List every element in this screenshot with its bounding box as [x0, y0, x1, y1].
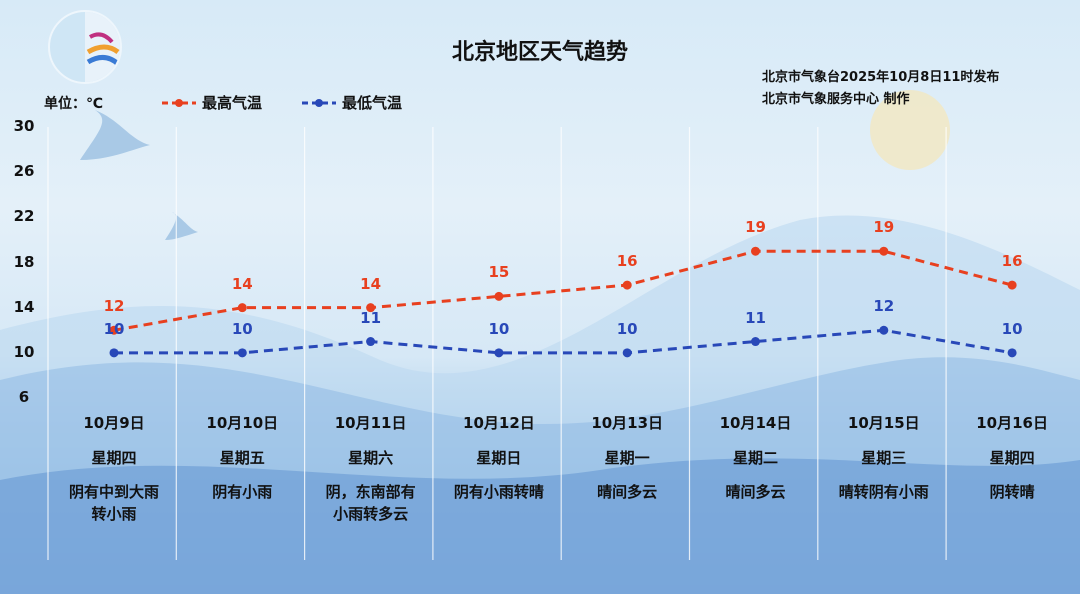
weather-line: 阴有小雨转晴 — [453, 483, 544, 501]
y-tick-label: 26 — [13, 162, 35, 181]
y-tick-label: 22 — [13, 207, 35, 226]
date-label: 10月11日 — [334, 414, 407, 432]
producer-info: 北京市气象服务中心 制作 — [762, 92, 910, 107]
low-temp-point — [879, 325, 889, 335]
high-temp-point — [109, 325, 119, 335]
high-temp-line — [113, 249, 1013, 332]
low-temp-label: 10 — [1001, 319, 1023, 338]
low-temp-point — [494, 348, 504, 358]
low-temp-point — [1007, 348, 1017, 358]
legend-high: 最高气温 — [160, 92, 262, 113]
weekday-label: 星期日 — [476, 449, 522, 467]
low-temp-point — [237, 348, 247, 358]
chart-title: 北京地区天气趋势 — [451, 40, 628, 65]
high-temp-point — [622, 280, 632, 290]
weather-line: 晴间多云 — [725, 483, 786, 501]
weekday-label: 星期四 — [91, 449, 137, 467]
weather-description: 晴间多云 — [563, 481, 691, 503]
low-temp-label: 12 — [873, 297, 895, 316]
high-temp-point — [237, 303, 247, 313]
weather-description: 阴，东南部有 小雨转多云 — [307, 481, 435, 525]
y-tick-label: 6 — [18, 388, 30, 406]
weekday-label: 星期二 — [732, 449, 778, 467]
weather-description: 阴有小雨转晴 — [435, 481, 563, 503]
low-temp-label: 10 — [616, 319, 638, 338]
weather-line: 晴间多云 — [597, 483, 658, 501]
weather-line: 小雨转多云 — [333, 505, 409, 523]
high-temp-label: 16 — [616, 252, 638, 271]
y-tick-label: 14 — [13, 297, 35, 316]
high-temp-point — [879, 246, 889, 256]
high-temp-label: 15 — [488, 263, 510, 282]
weekday-label: 星期三 — [861, 449, 907, 467]
weekday-label: 星期六 — [348, 449, 394, 467]
weather-description: 阴有中到大雨 转小雨 — [50, 481, 178, 525]
high-temp-label: 16 — [1001, 252, 1023, 271]
weekday-label: 星期五 — [219, 449, 265, 467]
high-temp-label: 12 — [103, 297, 125, 316]
high-temp-label: 19 — [745, 218, 766, 237]
low-temp-label: 10 — [488, 319, 510, 338]
weather-line: 阴转晴 — [989, 483, 1035, 501]
weather-line: 阴有小雨 — [212, 483, 273, 501]
high-temp-point — [366, 303, 376, 313]
high-temp-label: 14 — [231, 274, 253, 293]
date-label: 10月16日 — [976, 414, 1048, 432]
high-temp-label: 14 — [360, 274, 382, 293]
weather-line: 转小雨 — [91, 505, 137, 523]
weather-description: 晴转阴有小雨 — [820, 481, 948, 503]
weather-line: 晴转阴有小雨 — [838, 483, 929, 501]
weekday-label: 星期四 — [989, 449, 1035, 467]
low-temp-label: 10 — [231, 319, 253, 338]
legend-low-label: 最低气温 — [342, 94, 403, 112]
low-temp-point — [366, 337, 376, 347]
low-temp-point — [751, 337, 760, 347]
low-temp-label: 10 — [103, 319, 125, 338]
weather-line: 阴，东南部有 — [325, 483, 416, 501]
date-label: 10月9日 — [83, 414, 145, 432]
low-temp-point — [622, 348, 632, 358]
date-label: 10月15日 — [847, 414, 920, 432]
low-temp-label: 11 — [360, 308, 382, 327]
date-label: 10月10日 — [206, 414, 279, 432]
unit-label: 单位：℃ — [44, 96, 103, 112]
legend-low-marker — [302, 98, 336, 107]
weekday-label: 星期一 — [604, 449, 650, 467]
weather-description: 晴间多云 — [692, 481, 820, 503]
y-tick-label: 10 — [13, 342, 35, 361]
logo — [48, 10, 122, 84]
legend-low: 最低气温 — [300, 92, 402, 113]
high-temp-label: 19 — [873, 218, 895, 237]
high-temp-point — [751, 246, 760, 256]
low-temp-point — [109, 348, 119, 358]
date-label: 10月14日 — [719, 414, 792, 432]
legend-high-label: 最高气温 — [202, 94, 263, 112]
legend-high-marker — [162, 98, 196, 107]
date-label: 10月13日 — [591, 414, 664, 432]
date-label: 10月12日 — [463, 414, 535, 432]
y-tick-label: 18 — [13, 252, 35, 271]
high-temp-point — [1007, 280, 1017, 290]
weather-line: 阴有中到大雨 — [68, 483, 159, 501]
weather-description: 阴有小雨 — [178, 481, 306, 503]
high-temp-point — [494, 291, 504, 301]
low-temp-label: 11 — [745, 308, 766, 327]
issue-info: 北京市气象台2025年10月8日11时发布 — [762, 70, 1000, 85]
weather-description: 阴转晴 — [948, 481, 1076, 503]
y-tick-label: 30 — [13, 117, 35, 135]
low-temp-line — [114, 328, 1013, 355]
